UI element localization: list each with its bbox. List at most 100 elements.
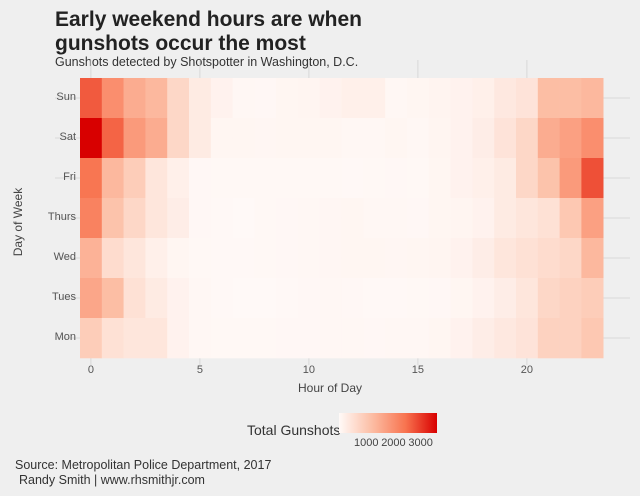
x-tick-label: 20 bbox=[520, 364, 534, 376]
heatmap-cell bbox=[559, 238, 582, 279]
heatmap-cell bbox=[341, 238, 364, 279]
heatmap-cell bbox=[428, 318, 451, 359]
heatmap-cell bbox=[145, 278, 168, 319]
heatmap-cell bbox=[407, 158, 430, 199]
heatmap-cell bbox=[319, 278, 342, 319]
heatmap-cell bbox=[123, 158, 146, 199]
legend-tick-label: 3000 bbox=[408, 437, 433, 449]
heatmap-cell bbox=[581, 238, 604, 279]
heatmap-cell bbox=[363, 278, 386, 319]
heatmap-cell bbox=[189, 318, 212, 359]
heatmap-cell bbox=[450, 278, 473, 319]
heatmap-cell bbox=[298, 318, 321, 359]
heatmap-cell bbox=[341, 318, 364, 359]
heatmap-cell bbox=[581, 158, 604, 199]
heatmap-cell bbox=[428, 158, 451, 199]
heatmap-cell bbox=[516, 118, 539, 159]
y-tick-label: Thurs bbox=[47, 211, 76, 223]
heatmap-cell bbox=[232, 278, 255, 319]
heatmap-cell bbox=[319, 318, 342, 359]
heatmap-cell bbox=[167, 158, 190, 199]
heatmap-cell bbox=[385, 78, 408, 119]
heatmap-cell bbox=[450, 198, 473, 239]
heatmap-cell bbox=[276, 78, 299, 119]
heatmap-cell bbox=[80, 238, 103, 279]
heatmap-cell bbox=[537, 158, 560, 199]
heatmap-cell bbox=[472, 78, 495, 119]
heatmap-cell bbox=[341, 78, 364, 119]
heatmap-cell bbox=[210, 198, 233, 239]
heatmap-cell bbox=[189, 278, 212, 319]
heatmap-cell bbox=[537, 198, 560, 239]
heatmap-cell bbox=[123, 318, 146, 359]
heatmap-cell bbox=[472, 158, 495, 199]
y-tick-label: Sun bbox=[56, 91, 76, 103]
heatmap-cell bbox=[341, 278, 364, 319]
heatmap-cell bbox=[145, 118, 168, 159]
heatmap-cell bbox=[254, 238, 277, 279]
heatmap-cell bbox=[276, 198, 299, 239]
heatmap-cell bbox=[101, 278, 124, 319]
heatmap-cell bbox=[581, 198, 604, 239]
heatmap-cell bbox=[210, 318, 233, 359]
heatmap-cell bbox=[472, 198, 495, 239]
heatmap-cell bbox=[189, 158, 212, 199]
x-tick-label: 15 bbox=[411, 364, 425, 376]
heatmap-cell bbox=[232, 238, 255, 279]
heatmap-cell bbox=[581, 78, 604, 119]
heatmap-cell bbox=[276, 118, 299, 159]
heatmap-cell bbox=[210, 158, 233, 199]
heatmap-cell bbox=[385, 278, 408, 319]
heatmap-cell bbox=[319, 238, 342, 279]
heatmap-cell bbox=[167, 78, 190, 119]
heatmap-cell bbox=[516, 78, 539, 119]
heatmap-cell bbox=[407, 278, 430, 319]
heatmap-cell bbox=[537, 238, 560, 279]
heatmap-cell bbox=[428, 238, 451, 279]
heatmap-cell bbox=[450, 118, 473, 159]
heatmap-cell bbox=[581, 278, 604, 319]
x-axis-title: Hour of Day bbox=[297, 381, 363, 395]
heatmap-cell bbox=[385, 238, 408, 279]
heatmap-cell bbox=[210, 118, 233, 159]
heatmap-cell bbox=[80, 158, 103, 199]
heatmap-cell bbox=[210, 78, 233, 119]
heatmap-cell bbox=[385, 198, 408, 239]
legend-title: Total Gunshots bbox=[247, 422, 341, 438]
heatmap-cell bbox=[450, 158, 473, 199]
heatmap-cell bbox=[276, 158, 299, 199]
heatmap-cell bbox=[123, 198, 146, 239]
heatmap-cell bbox=[189, 118, 212, 159]
heatmap-cell bbox=[363, 198, 386, 239]
y-tick-label: Tues bbox=[51, 291, 76, 303]
heatmap-cell bbox=[363, 118, 386, 159]
heatmap-cell bbox=[428, 78, 451, 119]
heatmap-cell bbox=[407, 318, 430, 359]
heatmap-cell bbox=[319, 158, 342, 199]
heatmap-cell bbox=[559, 318, 582, 359]
heatmap-cell bbox=[494, 118, 517, 159]
heatmap-cell bbox=[385, 158, 408, 199]
heatmap-cell bbox=[494, 318, 517, 359]
heatmap-cell bbox=[363, 78, 386, 119]
credit-note: Randy Smith | www.rhsmithjr.com bbox=[19, 473, 205, 487]
heatmap-cell bbox=[189, 198, 212, 239]
heatmap-cell bbox=[407, 238, 430, 279]
heatmap-cell bbox=[516, 318, 539, 359]
heatmap-cell bbox=[123, 78, 146, 119]
legend-tick-label: 2000 bbox=[381, 437, 406, 449]
heatmap-cell bbox=[101, 78, 124, 119]
heatmap-cell bbox=[494, 78, 517, 119]
heatmap-cell bbox=[145, 238, 168, 279]
heatmap-cell bbox=[516, 278, 539, 319]
heatmap-cell bbox=[232, 158, 255, 199]
heatmap-cell bbox=[537, 318, 560, 359]
heatmap-cell bbox=[319, 78, 342, 119]
heatmap-cell bbox=[232, 78, 255, 119]
heatmap-cell bbox=[472, 118, 495, 159]
heatmap-cell bbox=[254, 318, 277, 359]
heatmap-cell bbox=[254, 158, 277, 199]
heatmap-cell bbox=[80, 278, 103, 319]
heatmap-cell bbox=[537, 118, 560, 159]
